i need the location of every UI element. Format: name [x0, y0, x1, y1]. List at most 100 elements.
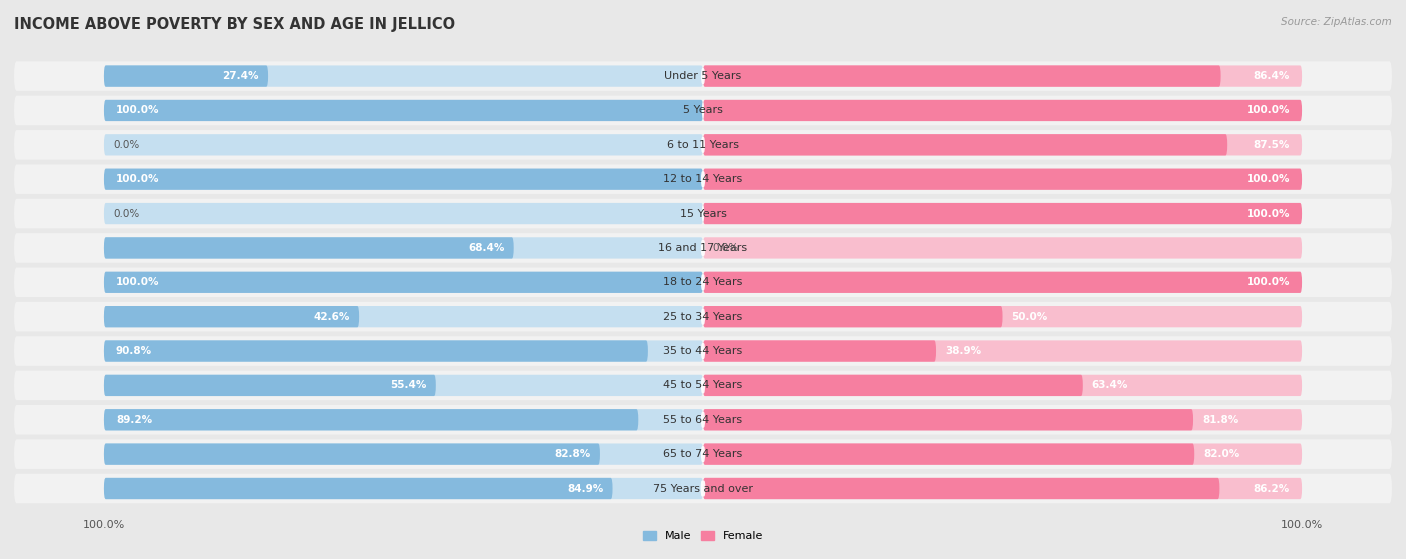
FancyBboxPatch shape: [702, 137, 704, 153]
FancyBboxPatch shape: [104, 203, 703, 224]
Text: 100.0%: 100.0%: [115, 277, 159, 287]
FancyBboxPatch shape: [104, 306, 703, 328]
FancyBboxPatch shape: [702, 171, 704, 187]
FancyBboxPatch shape: [702, 343, 704, 359]
Text: 0.0%: 0.0%: [112, 140, 139, 150]
FancyBboxPatch shape: [700, 240, 706, 256]
Text: 89.2%: 89.2%: [115, 415, 152, 425]
FancyBboxPatch shape: [14, 199, 1392, 228]
FancyBboxPatch shape: [702, 206, 704, 221]
FancyBboxPatch shape: [104, 409, 638, 430]
FancyBboxPatch shape: [104, 65, 703, 87]
Text: 50.0%: 50.0%: [1011, 312, 1047, 321]
Text: 42.6%: 42.6%: [314, 312, 350, 321]
FancyBboxPatch shape: [702, 412, 704, 428]
Text: 63.4%: 63.4%: [1092, 380, 1128, 390]
FancyBboxPatch shape: [703, 478, 1219, 499]
FancyBboxPatch shape: [104, 409, 703, 430]
Text: 25 to 34 Years: 25 to 34 Years: [664, 312, 742, 321]
FancyBboxPatch shape: [703, 272, 1302, 293]
Text: 65 to 74 Years: 65 to 74 Years: [664, 449, 742, 459]
FancyBboxPatch shape: [703, 340, 936, 362]
FancyBboxPatch shape: [703, 375, 1302, 396]
FancyBboxPatch shape: [703, 306, 1002, 328]
FancyBboxPatch shape: [14, 405, 1392, 434]
FancyBboxPatch shape: [703, 340, 1302, 362]
FancyBboxPatch shape: [702, 309, 704, 325]
FancyBboxPatch shape: [702, 377, 704, 394]
Text: 100.0%: 100.0%: [115, 106, 159, 116]
FancyBboxPatch shape: [703, 134, 1227, 155]
FancyBboxPatch shape: [104, 272, 703, 293]
Text: Source: ZipAtlas.com: Source: ZipAtlas.com: [1281, 17, 1392, 27]
Text: 27.4%: 27.4%: [222, 71, 259, 81]
FancyBboxPatch shape: [14, 371, 1392, 400]
FancyBboxPatch shape: [703, 65, 1220, 87]
FancyBboxPatch shape: [700, 481, 706, 496]
Text: 81.8%: 81.8%: [1202, 415, 1239, 425]
Text: 75 Years and over: 75 Years and over: [652, 484, 754, 494]
FancyBboxPatch shape: [703, 409, 1194, 430]
FancyBboxPatch shape: [702, 102, 704, 119]
FancyBboxPatch shape: [14, 130, 1392, 160]
FancyBboxPatch shape: [702, 68, 704, 84]
FancyBboxPatch shape: [104, 168, 703, 190]
FancyBboxPatch shape: [104, 65, 269, 87]
Text: 86.2%: 86.2%: [1254, 484, 1291, 494]
Text: 100.0%: 100.0%: [1247, 174, 1291, 184]
FancyBboxPatch shape: [104, 340, 703, 362]
Text: 68.4%: 68.4%: [468, 243, 505, 253]
Text: 45 to 54 Years: 45 to 54 Years: [664, 380, 742, 390]
FancyBboxPatch shape: [703, 478, 1302, 499]
FancyBboxPatch shape: [104, 478, 613, 499]
Text: 82.8%: 82.8%: [555, 449, 591, 459]
FancyBboxPatch shape: [703, 409, 1302, 430]
Text: 100.0%: 100.0%: [1247, 277, 1291, 287]
Text: 86.4%: 86.4%: [1254, 71, 1291, 81]
Text: 0.0%: 0.0%: [112, 209, 139, 219]
FancyBboxPatch shape: [104, 375, 703, 396]
FancyBboxPatch shape: [703, 443, 1302, 465]
FancyBboxPatch shape: [14, 268, 1392, 297]
FancyBboxPatch shape: [14, 302, 1392, 331]
Text: 100.0%: 100.0%: [115, 174, 159, 184]
Text: 5 Years: 5 Years: [683, 106, 723, 116]
FancyBboxPatch shape: [703, 237, 1302, 259]
Legend: Male, Female: Male, Female: [638, 527, 768, 546]
FancyBboxPatch shape: [14, 337, 1392, 366]
FancyBboxPatch shape: [703, 375, 1083, 396]
Text: 100.0%: 100.0%: [1247, 106, 1291, 116]
FancyBboxPatch shape: [104, 443, 703, 465]
FancyBboxPatch shape: [104, 375, 436, 396]
Text: INCOME ABOVE POVERTY BY SEX AND AGE IN JELLICO: INCOME ABOVE POVERTY BY SEX AND AGE IN J…: [14, 17, 456, 32]
FancyBboxPatch shape: [104, 237, 513, 259]
FancyBboxPatch shape: [14, 61, 1392, 91]
Text: 55 to 64 Years: 55 to 64 Years: [664, 415, 742, 425]
FancyBboxPatch shape: [702, 446, 704, 462]
FancyBboxPatch shape: [14, 96, 1392, 125]
FancyBboxPatch shape: [104, 443, 600, 465]
FancyBboxPatch shape: [104, 306, 359, 328]
FancyBboxPatch shape: [703, 203, 1302, 224]
Text: Under 5 Years: Under 5 Years: [665, 71, 741, 81]
Text: 35 to 44 Years: 35 to 44 Years: [664, 346, 742, 356]
FancyBboxPatch shape: [702, 274, 704, 290]
Text: 90.8%: 90.8%: [115, 346, 152, 356]
FancyBboxPatch shape: [14, 233, 1392, 263]
FancyBboxPatch shape: [703, 100, 1302, 121]
FancyBboxPatch shape: [703, 443, 1194, 465]
FancyBboxPatch shape: [104, 478, 703, 499]
Text: 87.5%: 87.5%: [1254, 140, 1291, 150]
FancyBboxPatch shape: [104, 134, 703, 155]
FancyBboxPatch shape: [14, 473, 1392, 503]
Text: 18 to 24 Years: 18 to 24 Years: [664, 277, 742, 287]
FancyBboxPatch shape: [104, 100, 703, 121]
Text: 6 to 11 Years: 6 to 11 Years: [666, 140, 740, 150]
FancyBboxPatch shape: [703, 306, 1302, 328]
FancyBboxPatch shape: [703, 168, 1302, 190]
Text: 55.4%: 55.4%: [391, 380, 427, 390]
Text: 15 Years: 15 Years: [679, 209, 727, 219]
Text: 16 and 17 Years: 16 and 17 Years: [658, 243, 748, 253]
FancyBboxPatch shape: [104, 340, 648, 362]
Text: 100.0%: 100.0%: [1247, 209, 1291, 219]
